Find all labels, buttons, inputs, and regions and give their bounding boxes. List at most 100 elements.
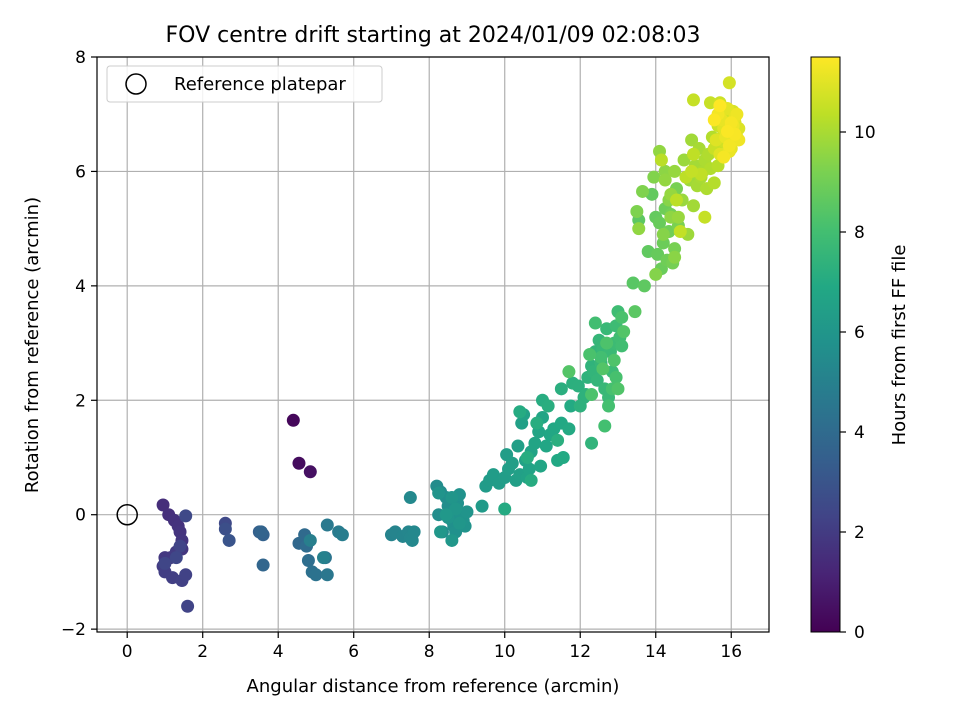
data-point [222, 533, 236, 547]
data-point [505, 456, 519, 470]
data-point [677, 153, 691, 167]
colorbar-tick-label: 0 [854, 623, 865, 643]
data-point [317, 551, 331, 565]
data-point [169, 551, 183, 565]
colorbar: 0 2 4 6 8 10 Hours from first FF file [810, 56, 910, 643]
data-point [594, 350, 608, 364]
data-point [722, 76, 736, 90]
y-tick-label: 4 [75, 277, 86, 297]
data-point [449, 502, 463, 516]
data-point [685, 164, 699, 178]
colorbar-ticks: 0 2 4 6 8 10 [840, 123, 876, 643]
y-tick-label: 0 [75, 506, 86, 526]
data-point [407, 525, 421, 539]
data-points [156, 76, 746, 613]
data-point [541, 399, 555, 413]
data-point [303, 465, 317, 479]
data-point [615, 339, 629, 353]
colorbar-tick-label: 8 [854, 223, 865, 243]
data-point [528, 436, 542, 450]
data-point [524, 473, 538, 487]
data-point [654, 153, 668, 167]
x-tick-label: 10 [494, 642, 516, 662]
data-point [685, 133, 699, 147]
data-point [630, 204, 644, 218]
data-point [632, 222, 646, 236]
data-point [647, 170, 661, 184]
data-point [434, 525, 448, 539]
data-point [445, 533, 459, 547]
data-point [562, 365, 576, 379]
data-point [585, 436, 599, 450]
data-point [173, 539, 187, 553]
x-tick-label: 14 [645, 642, 667, 662]
data-point [571, 379, 585, 393]
y-axis-ticks: −2 0 2 4 6 8 [61, 48, 97, 640]
data-point [707, 176, 721, 190]
colorbar-label: Hours from first FF file [889, 245, 910, 446]
data-point [598, 419, 612, 433]
legend-box [106, 65, 383, 103]
colorbar-tick-label: 2 [854, 523, 865, 543]
x-tick-label: 8 [424, 642, 435, 662]
data-point [522, 462, 536, 476]
data-point [698, 210, 712, 224]
data-point [615, 310, 629, 324]
y-axis-label: Rotation from reference (arcmin) [22, 197, 43, 493]
colorbar-tick-label: 6 [854, 323, 865, 343]
chart-title: FOV centre drift starting at 2024/01/09 … [166, 23, 701, 48]
data-point [292, 456, 306, 470]
data-point [511, 439, 525, 453]
colorbar-gradient [810, 56, 841, 633]
data-point [707, 113, 721, 127]
data-point [179, 509, 193, 523]
data-point [609, 370, 623, 384]
data-point [600, 336, 614, 350]
colorbar-tick-label: 10 [854, 123, 876, 143]
data-point [554, 382, 568, 396]
data-point [301, 553, 315, 567]
data-point [668, 164, 682, 178]
data-point [475, 499, 489, 513]
x-tick-label: 0 [122, 642, 133, 662]
data-point [320, 518, 334, 532]
data-point [303, 533, 317, 547]
data-point [722, 139, 736, 153]
data-point [286, 413, 300, 427]
data-point [445, 491, 459, 505]
data-point [158, 556, 172, 570]
x-tick-label: 6 [348, 642, 359, 662]
data-point [452, 516, 466, 530]
data-point [686, 199, 700, 213]
data-point [556, 450, 570, 464]
data-point [617, 325, 631, 339]
data-point [717, 150, 731, 164]
data-point [626, 276, 640, 290]
x-axis-ticks: 0 2 4 6 8 10 12 14 16 [122, 632, 742, 662]
data-point [564, 399, 578, 413]
data-point [607, 353, 621, 367]
y-tick-label: 6 [75, 162, 86, 182]
data-point [671, 210, 685, 224]
x-axis-label: Angular distance from reference (arcmin) [247, 676, 620, 697]
legend: Reference platepar [106, 65, 383, 103]
data-point [439, 508, 453, 522]
plot-frame [96, 56, 770, 633]
legend-marker-open-circle [125, 73, 147, 95]
data-point [673, 225, 687, 239]
legend-label: Reference platepar [174, 74, 346, 95]
data-point [585, 388, 599, 402]
data-point [611, 382, 625, 396]
data-point [713, 99, 727, 113]
data-point [156, 498, 170, 512]
data-point [637, 279, 651, 293]
data-point [534, 459, 548, 473]
data-point [320, 568, 334, 582]
x-tick-label: 16 [720, 642, 742, 662]
data-point [520, 450, 534, 464]
data-point [590, 373, 604, 387]
data-point [649, 267, 663, 281]
data-point [539, 439, 553, 453]
data-point [670, 193, 684, 207]
